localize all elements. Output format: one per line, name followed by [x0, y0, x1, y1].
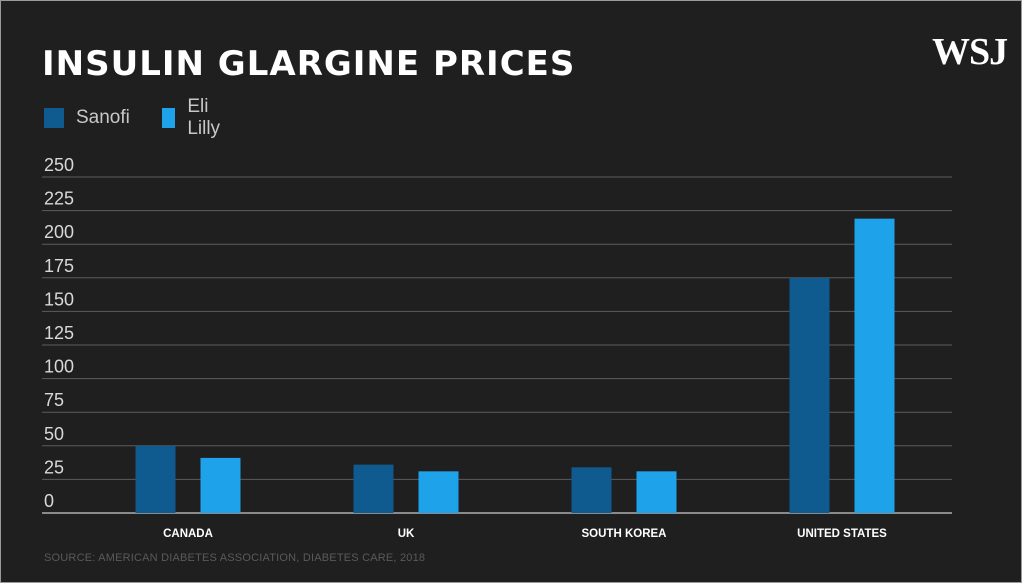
x-tick-label: UNITED STATES [797, 528, 887, 540]
bar-sanofi-0 [135, 445, 176, 513]
y-tick-label: 125 [44, 323, 74, 343]
y-tick-label: 0 [44, 491, 54, 511]
legend-item-sanofi: Sanofi [44, 106, 130, 130]
chart-title: INSULIN GLARGINE PRICES [42, 44, 576, 84]
y-tick-label: 100 [44, 357, 74, 377]
y-tick-label: 175 [44, 256, 74, 276]
y-tick-label: 250 [44, 155, 74, 175]
bar-sanofi-1 [353, 464, 394, 513]
y-tick-label: 225 [44, 189, 74, 209]
bar-sanofi-2 [571, 467, 612, 513]
y-tick-label: 150 [44, 289, 74, 309]
legend-label-sanofi: Sanofi [76, 107, 130, 128]
legend-item-eli-lilly: Eli Lilly [162, 96, 227, 139]
x-tick-label: UK [398, 528, 415, 540]
bar-eli-lilly-0 [200, 457, 241, 513]
source-note: SOURCE: AMERICAN DIABETES ASSOCIATION, D… [44, 552, 426, 564]
legend-swatch-eli-lilly [162, 108, 176, 128]
x-tick-label: CANADA [163, 528, 213, 540]
wsj-logo: WSJ [932, 31, 1008, 73]
legend-label-eli-lilly: Eli Lilly [187, 96, 221, 139]
bar-eli-lilly-2 [636, 471, 677, 513]
y-tick-label: 75 [44, 390, 64, 410]
x-tick-label: SOUTH KOREA [582, 528, 667, 540]
legend-swatch-sanofi [44, 108, 64, 128]
y-tick-label: 25 [44, 457, 64, 477]
y-tick-label: 200 [44, 222, 74, 242]
bar-sanofi-3 [789, 277, 830, 513]
bar-eli-lilly-1 [418, 471, 459, 513]
bar-eli-lilly-3 [854, 218, 895, 513]
y-tick-label: 50 [44, 424, 64, 444]
